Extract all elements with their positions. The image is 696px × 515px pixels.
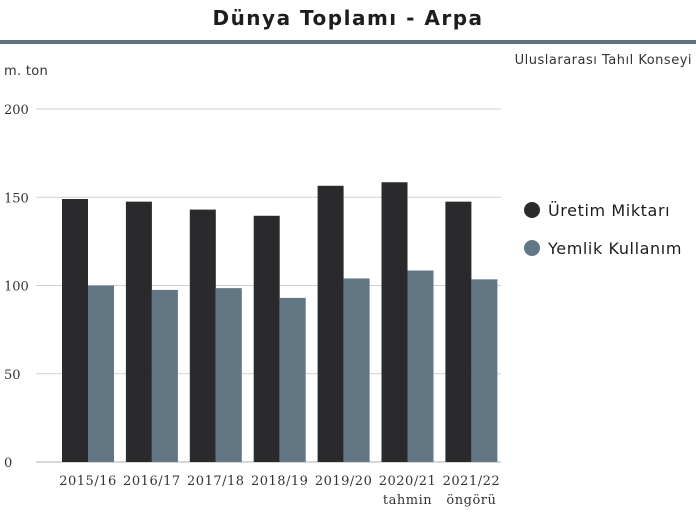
bar-production-3: [253, 215, 280, 462]
bar-feed-5: [407, 270, 434, 462]
bar-feed-2: [215, 288, 242, 462]
bar-production-6: [445, 201, 472, 462]
bar-production-4: [317, 185, 344, 462]
bar-production-5: [381, 182, 408, 462]
x-tick-label-3: 2018/19: [251, 474, 309, 489]
legend-swatch-feed: [524, 240, 540, 256]
bar-feed-6: [471, 279, 498, 462]
y-tick-label-100: 100: [4, 280, 29, 295]
x-tick-label-4: 2019/20: [315, 474, 373, 489]
x-tick-label-1: 2016/17: [123, 474, 181, 489]
y-tick-label-150: 150: [4, 191, 29, 206]
y-tick-label-50: 50: [4, 368, 21, 383]
legend-swatch-production: [524, 202, 540, 218]
chart-title: Dünya Toplamı - Arpa: [212, 6, 484, 30]
bar-feed-0: [88, 285, 114, 462]
bar-feed-3: [279, 297, 306, 462]
x-tick-label-5-sub: tahmin: [383, 493, 432, 508]
title-divider: [0, 40, 696, 44]
bar-feed-1: [151, 289, 178, 462]
y-tick-label-0: 0: [4, 456, 12, 471]
legend-label-production: Üretim Miktarı: [548, 200, 671, 220]
bar-production-0: [62, 199, 88, 462]
source-note: Uluslararası Tahıl Konseyi: [514, 53, 692, 68]
legend-item-production[interactable]: Üretim Miktarı: [524, 200, 682, 220]
legend-label-feed: Yemlik Kullanım: [548, 238, 683, 258]
x-tick-label-0: 2015/16: [59, 474, 117, 489]
y-axis-unit: m. ton: [4, 64, 49, 79]
x-tick-label-6-sub: öngörü: [446, 493, 496, 508]
bar-production-2: [189, 209, 216, 462]
x-tick-label-5: 2020/21: [379, 474, 437, 489]
bar-production-1: [125, 201, 152, 462]
x-tick-label-6: 2021/22: [443, 474, 501, 489]
legend-item-feed[interactable]: Yemlik Kullanım: [524, 238, 682, 258]
legend: Üretim Miktarı Yemlik Kullanım: [524, 200, 682, 276]
x-tick-label-2: 2017/18: [187, 474, 245, 489]
bar-feed-4: [343, 278, 370, 462]
y-tick-label-200: 200: [4, 103, 29, 118]
